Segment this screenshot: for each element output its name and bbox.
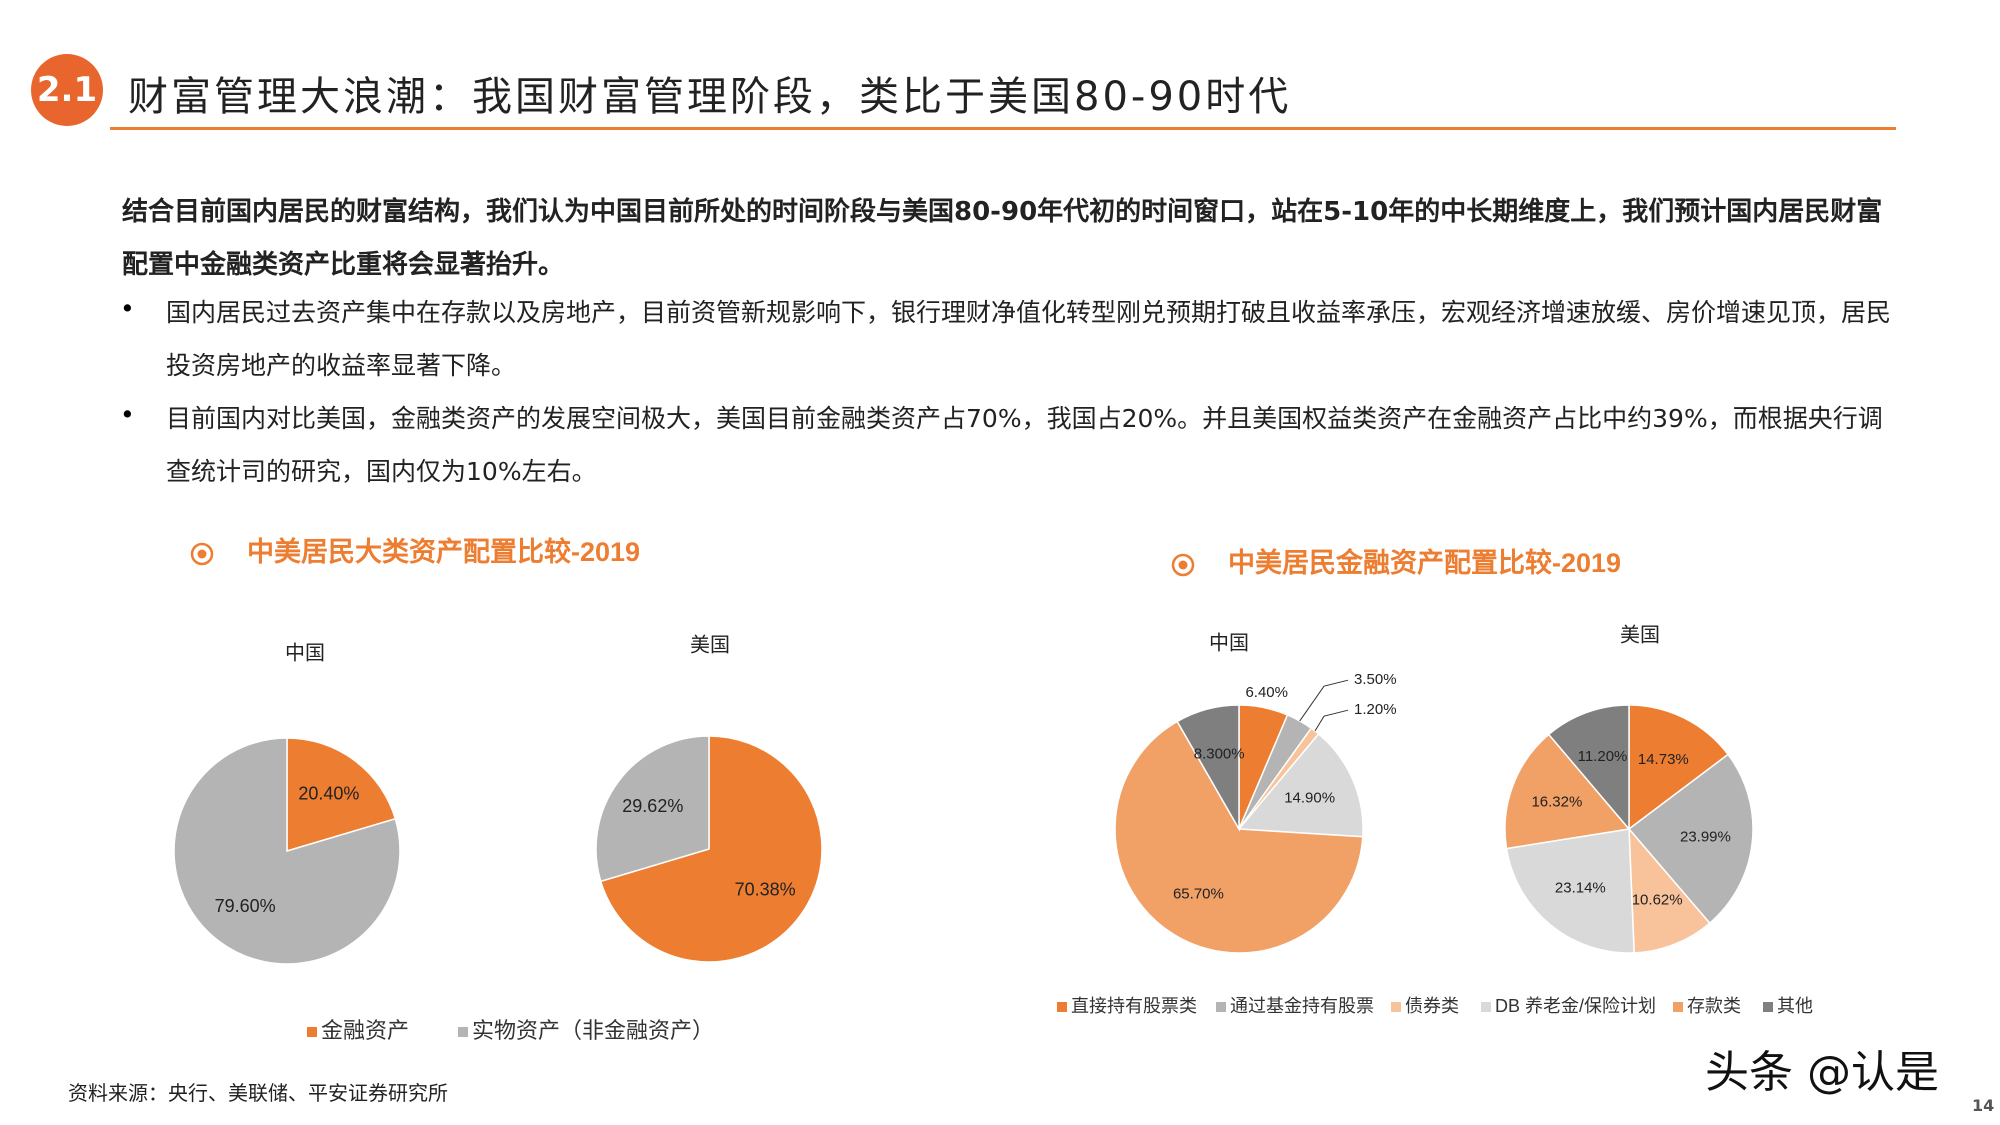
- title-icon: [1178, 560, 1188, 570]
- legend-label: 直接持有股票类: [1071, 996, 1197, 1016]
- leader-line: [1299, 679, 1349, 722]
- data-label: 1.20%: [1354, 701, 1397, 718]
- pie-name: 美国: [690, 633, 730, 656]
- pie-slice: [1505, 828, 1635, 954]
- data-label: 70.38%: [735, 880, 796, 900]
- pie-slice: [1628, 704, 1730, 831]
- source-note: 资料来源：央行、美联储、平安证券研究所: [68, 1081, 448, 1105]
- legend-swatch: [1763, 1002, 1773, 1012]
- pie-name: 美国: [1620, 623, 1660, 646]
- legend-swatch: [458, 1027, 468, 1037]
- data-label: 23.14%: [1555, 879, 1606, 896]
- legend-label: 通过基金持有股票: [1230, 996, 1374, 1016]
- pie-slice: [1237, 732, 1364, 838]
- legend-swatch: [1673, 1002, 1683, 1012]
- pie-slice: [1627, 753, 1754, 925]
- legend-swatch: [307, 1027, 317, 1037]
- legend-label: 其他: [1777, 996, 1813, 1016]
- legend-swatch: [1216, 1002, 1226, 1012]
- title-rule: [110, 127, 1896, 130]
- legend-label: 实物资产（非金融资产）: [472, 1018, 714, 1043]
- bullet-text: 国内居民过去资产集中在存款以及房地产，目前资管新规影响下，银行理财净值化转型刚兑…: [166, 298, 1892, 380]
- chart-title: 中美居民大类资产配置比较-2019: [247, 536, 640, 567]
- data-label: 6.40%: [1245, 684, 1288, 701]
- page-number: 14: [1972, 1096, 1995, 1115]
- data-label: 14.90%: [1284, 790, 1335, 807]
- bullet: •: [120, 294, 135, 323]
- title-icon: [1171, 553, 1195, 577]
- data-label: 29.62%: [622, 796, 683, 816]
- intro-paragraph: 结合目前国内居民的财富结构，我们认为中国目前所处的时间阶段与美国80-90年代初…: [122, 197, 1883, 280]
- pie-slice: [286, 737, 397, 853]
- pie-slice: [1114, 720, 1364, 954]
- watermark: 头条 @认是: [1705, 1047, 1939, 1098]
- pie-name: 中国: [285, 641, 325, 664]
- bullet: •: [120, 400, 135, 429]
- pie-slice: [599, 735, 823, 963]
- data-label: 11.20%: [1578, 748, 1628, 765]
- legend-swatch: [1481, 1002, 1491, 1012]
- data-label: 79.60%: [215, 896, 276, 916]
- bullet-text: 目前国内对比美国，金融类资产的发展空间极大，美国目前金融类资产占70%，我国占2…: [166, 404, 1883, 486]
- pie-slice: [1547, 704, 1630, 832]
- slide-title: 财富管理大浪潮：我国财富管理阶段，类比于美国80-90时代: [128, 74, 1292, 120]
- legend-label: 存款类: [1687, 996, 1741, 1016]
- pie-slice: [1628, 826, 1711, 954]
- data-label: 20.40%: [298, 784, 359, 804]
- legend-label: DB 养老金/保险计划: [1495, 996, 1656, 1016]
- data-label: 23.99%: [1680, 828, 1731, 845]
- pie-slice: [595, 735, 710, 883]
- legend-swatch: [1391, 1002, 1401, 1012]
- pie-name: 中国: [1209, 631, 1249, 654]
- legend-label: 金融资产: [321, 1018, 409, 1043]
- pie-slice: [1504, 733, 1631, 850]
- data-label: 65.70%: [1173, 885, 1224, 902]
- legend-label: 债券类: [1405, 996, 1459, 1016]
- leader-line: [1314, 709, 1349, 732]
- pie-slice: [1176, 704, 1240, 832]
- data-label: 14.73%: [1638, 751, 1689, 768]
- data-label: 10.62%: [1632, 892, 1683, 909]
- section-badge: 2.1: [31, 54, 103, 126]
- chart-title: 中美居民金融资产配置比较-2019: [1228, 547, 1621, 578]
- pie-slice: [173, 737, 401, 965]
- title-icon: [197, 549, 207, 559]
- data-label: 3.50%: [1354, 671, 1397, 688]
- data-label: 16.32%: [1531, 793, 1582, 810]
- legend-swatch: [1057, 1002, 1067, 1012]
- title-icon: [190, 542, 214, 566]
- data-label: 8.300%: [1194, 746, 1245, 763]
